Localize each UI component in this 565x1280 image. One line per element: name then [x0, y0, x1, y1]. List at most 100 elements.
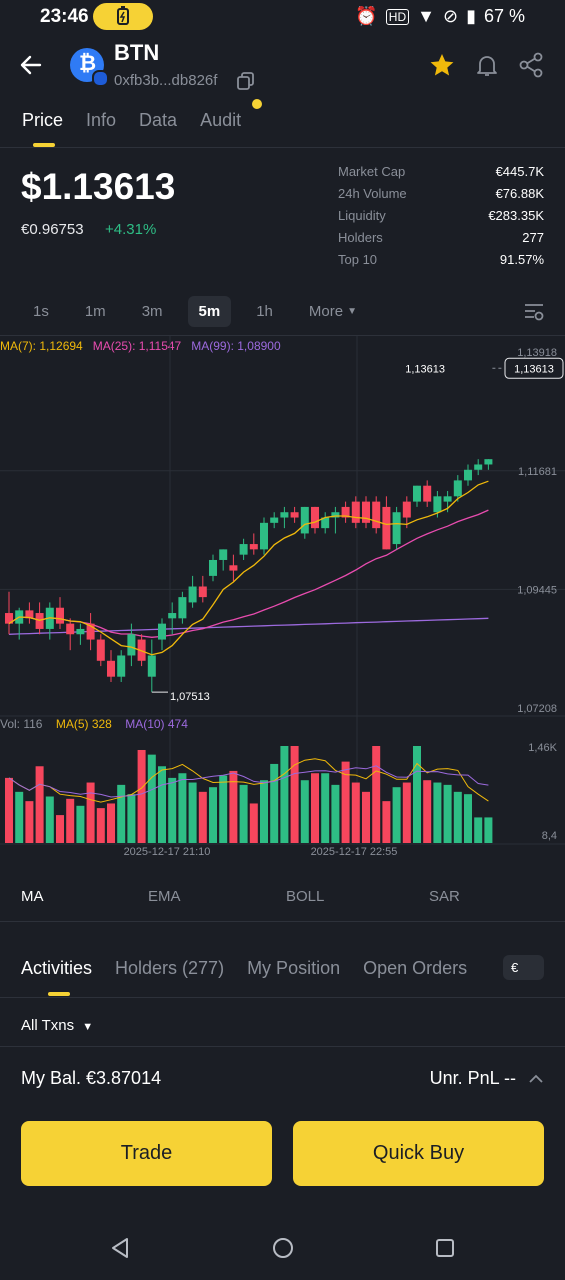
tab-info[interactable]: Info	[86, 110, 117, 130]
price-axis-label: 1,09445	[517, 584, 557, 596]
volume-bar	[219, 775, 228, 843]
price-chart[interactable]: 1,13918 1,11681 1,09445 1,07208 1,13613 1,136…	[0, 336, 565, 858]
tab-data[interactable]: Data	[139, 110, 178, 130]
candle	[76, 628, 85, 635]
chevron-down-icon[interactable]: ▼	[347, 306, 357, 317]
candle	[362, 501, 370, 523]
volume-bar	[178, 773, 187, 843]
candle	[290, 512, 299, 518]
tab-price[interactable]: Price	[22, 110, 64, 130]
volume-bar	[168, 777, 177, 843]
volume-bar	[239, 784, 248, 843]
indicator-ma[interactable]: MA	[21, 888, 44, 905]
favorite-star-icon[interactable]	[429, 52, 455, 78]
volume-bar	[433, 782, 442, 843]
candle	[56, 607, 64, 624]
volume-bar	[229, 770, 238, 843]
volume-ma10-path	[8, 765, 489, 798]
activity-tabs-scroller[interactable]: Activities Holders (277) My Position Ope…	[0, 950, 495, 990]
quick-buy-button[interactable]: Quick Buy	[293, 1121, 544, 1186]
candle	[198, 586, 207, 598]
volume-label: Vol: 116	[0, 717, 43, 731]
tab-activities[interactable]: Activities	[21, 958, 93, 978]
divider	[0, 997, 565, 998]
chevron-up-icon	[529, 1074, 543, 1083]
share-icon[interactable]	[518, 52, 544, 78]
unrealized-pnl[interactable]: Unr. PnL --	[430, 1068, 543, 1089]
candle	[341, 506, 350, 518]
interval-5m[interactable]: 5m	[187, 296, 232, 327]
tab-audit[interactable]: Audit	[200, 110, 242, 130]
stat-row: Market Cap €445.7K	[338, 164, 544, 186]
interval-1s[interactable]: 1s	[33, 303, 49, 320]
hd-icon: HD	[385, 8, 410, 25]
candle	[402, 501, 411, 518]
low-price-label: 1,07513	[170, 691, 210, 703]
interval-more[interactable]: More	[308, 303, 344, 320]
stat-value: 277	[522, 230, 544, 245]
volume-bar	[402, 782, 411, 843]
currency-toggle[interactable]: €	[503, 955, 544, 980]
indicator-ema[interactable]: EMA	[148, 888, 181, 905]
trade-button[interactable]: Trade	[21, 1121, 272, 1186]
candle	[117, 655, 126, 677]
indicator-boll[interactable]: BOLL	[286, 888, 325, 905]
volume-bar	[137, 749, 146, 843]
stat-label: Top 10	[338, 252, 378, 267]
nav-recents-icon[interactable]	[433, 1236, 457, 1260]
volume-bar	[311, 773, 319, 843]
nav-back-icon[interactable]	[108, 1236, 132, 1260]
nav-home-icon[interactable]	[271, 1236, 295, 1260]
volume-ma10-label: MA(10) 474	[125, 717, 188, 731]
volume-bar	[331, 784, 340, 843]
volume-bar	[117, 784, 126, 843]
high-price-label: 1,13613	[405, 363, 445, 375]
txn-filter[interactable]: All Txns ▼	[21, 1017, 93, 1034]
market-stats: Market Cap €445.7K 24h Volume €76.88K Liqu…	[338, 164, 544, 274]
interval-1h[interactable]: 1h	[256, 303, 273, 320]
stat-row: Top 10 91.57%	[338, 252, 544, 274]
status-time: 23:46	[40, 6, 89, 27]
interval-selector: 1s 1m 3m 5m 1h More ▼	[22, 296, 357, 327]
stat-value: €283.35K	[488, 208, 544, 223]
bell-icon[interactable]	[474, 52, 500, 78]
volume-bar	[270, 763, 279, 843]
candle	[5, 613, 13, 624]
volume-bar	[56, 815, 64, 843]
volume-bar	[382, 801, 391, 843]
candle	[249, 544, 258, 550]
caret-down-icon: ▼	[82, 1021, 94, 1033]
tab-open-orders[interactable]: Open Orders	[363, 958, 468, 978]
candle	[433, 496, 442, 513]
volume-bar	[5, 777, 13, 843]
interval-3m[interactable]: 3m	[141, 303, 163, 320]
activity-tab-indicator	[48, 992, 70, 996]
tab-active-indicator	[33, 143, 55, 147]
volume-bar	[413, 746, 421, 843]
volume-ma5-label: MA(5) 328	[55, 717, 112, 731]
battery-saver-pill	[93, 3, 153, 30]
ma25-path	[8, 509, 489, 638]
candle	[443, 496, 452, 502]
volume-bar	[107, 803, 115, 843]
back-arrow-icon[interactable]	[18, 52, 44, 78]
candle	[392, 512, 401, 545]
copy-icon[interactable]	[236, 71, 256, 91]
candle	[331, 512, 340, 518]
price-axis-label: 1,07208	[517, 703, 557, 715]
candle	[321, 517, 330, 529]
volume-ma-lines	[8, 758, 489, 803]
tab-my-position[interactable]: My Position	[247, 958, 341, 978]
stat-label: Market Cap	[338, 164, 406, 179]
volume-bar	[341, 761, 350, 843]
volume-bar	[351, 782, 360, 843]
chart-settings-icon[interactable]	[523, 302, 545, 322]
volume-bar	[474, 817, 483, 843]
interval-1m[interactable]: 1m	[84, 303, 106, 320]
candle	[107, 660, 115, 677]
tab-holders[interactable]: Holders (277)	[115, 958, 225, 978]
chart-grid	[0, 336, 565, 845]
volume-bar	[76, 805, 85, 843]
indicator-sar[interactable]: SAR	[429, 888, 460, 905]
ma7-legend: MA(7): 1,12694	[0, 339, 83, 353]
